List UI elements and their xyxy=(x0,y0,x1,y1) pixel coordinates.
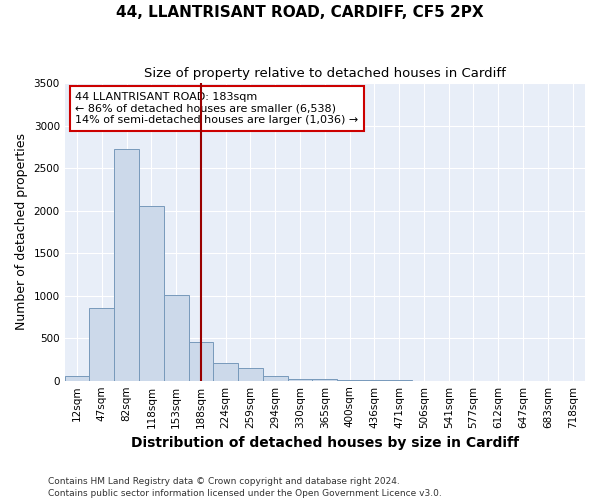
Bar xyxy=(164,295,188,380)
Bar xyxy=(287,379,313,380)
Text: Contains HM Land Registry data © Crown copyright and database right 2024.
Contai: Contains HM Land Registry data © Crown c… xyxy=(48,476,442,498)
Bar xyxy=(313,378,337,380)
Bar xyxy=(214,363,238,380)
Y-axis label: Number of detached properties: Number of detached properties xyxy=(15,134,28,330)
Bar xyxy=(139,206,164,380)
Bar xyxy=(89,308,114,380)
Bar xyxy=(65,376,89,380)
Text: 44 LLANTRISANT ROAD: 183sqm
← 86% of detached houses are smaller (6,538)
14% of : 44 LLANTRISANT ROAD: 183sqm ← 86% of det… xyxy=(75,92,358,125)
Bar xyxy=(114,150,139,380)
Title: Size of property relative to detached houses in Cardiff: Size of property relative to detached ho… xyxy=(144,68,506,80)
Bar xyxy=(238,368,263,380)
Text: 44, LLANTRISANT ROAD, CARDIFF, CF5 2PX: 44, LLANTRISANT ROAD, CARDIFF, CF5 2PX xyxy=(116,5,484,20)
X-axis label: Distribution of detached houses by size in Cardiff: Distribution of detached houses by size … xyxy=(131,436,519,450)
Bar xyxy=(188,342,214,380)
Bar xyxy=(263,376,287,380)
